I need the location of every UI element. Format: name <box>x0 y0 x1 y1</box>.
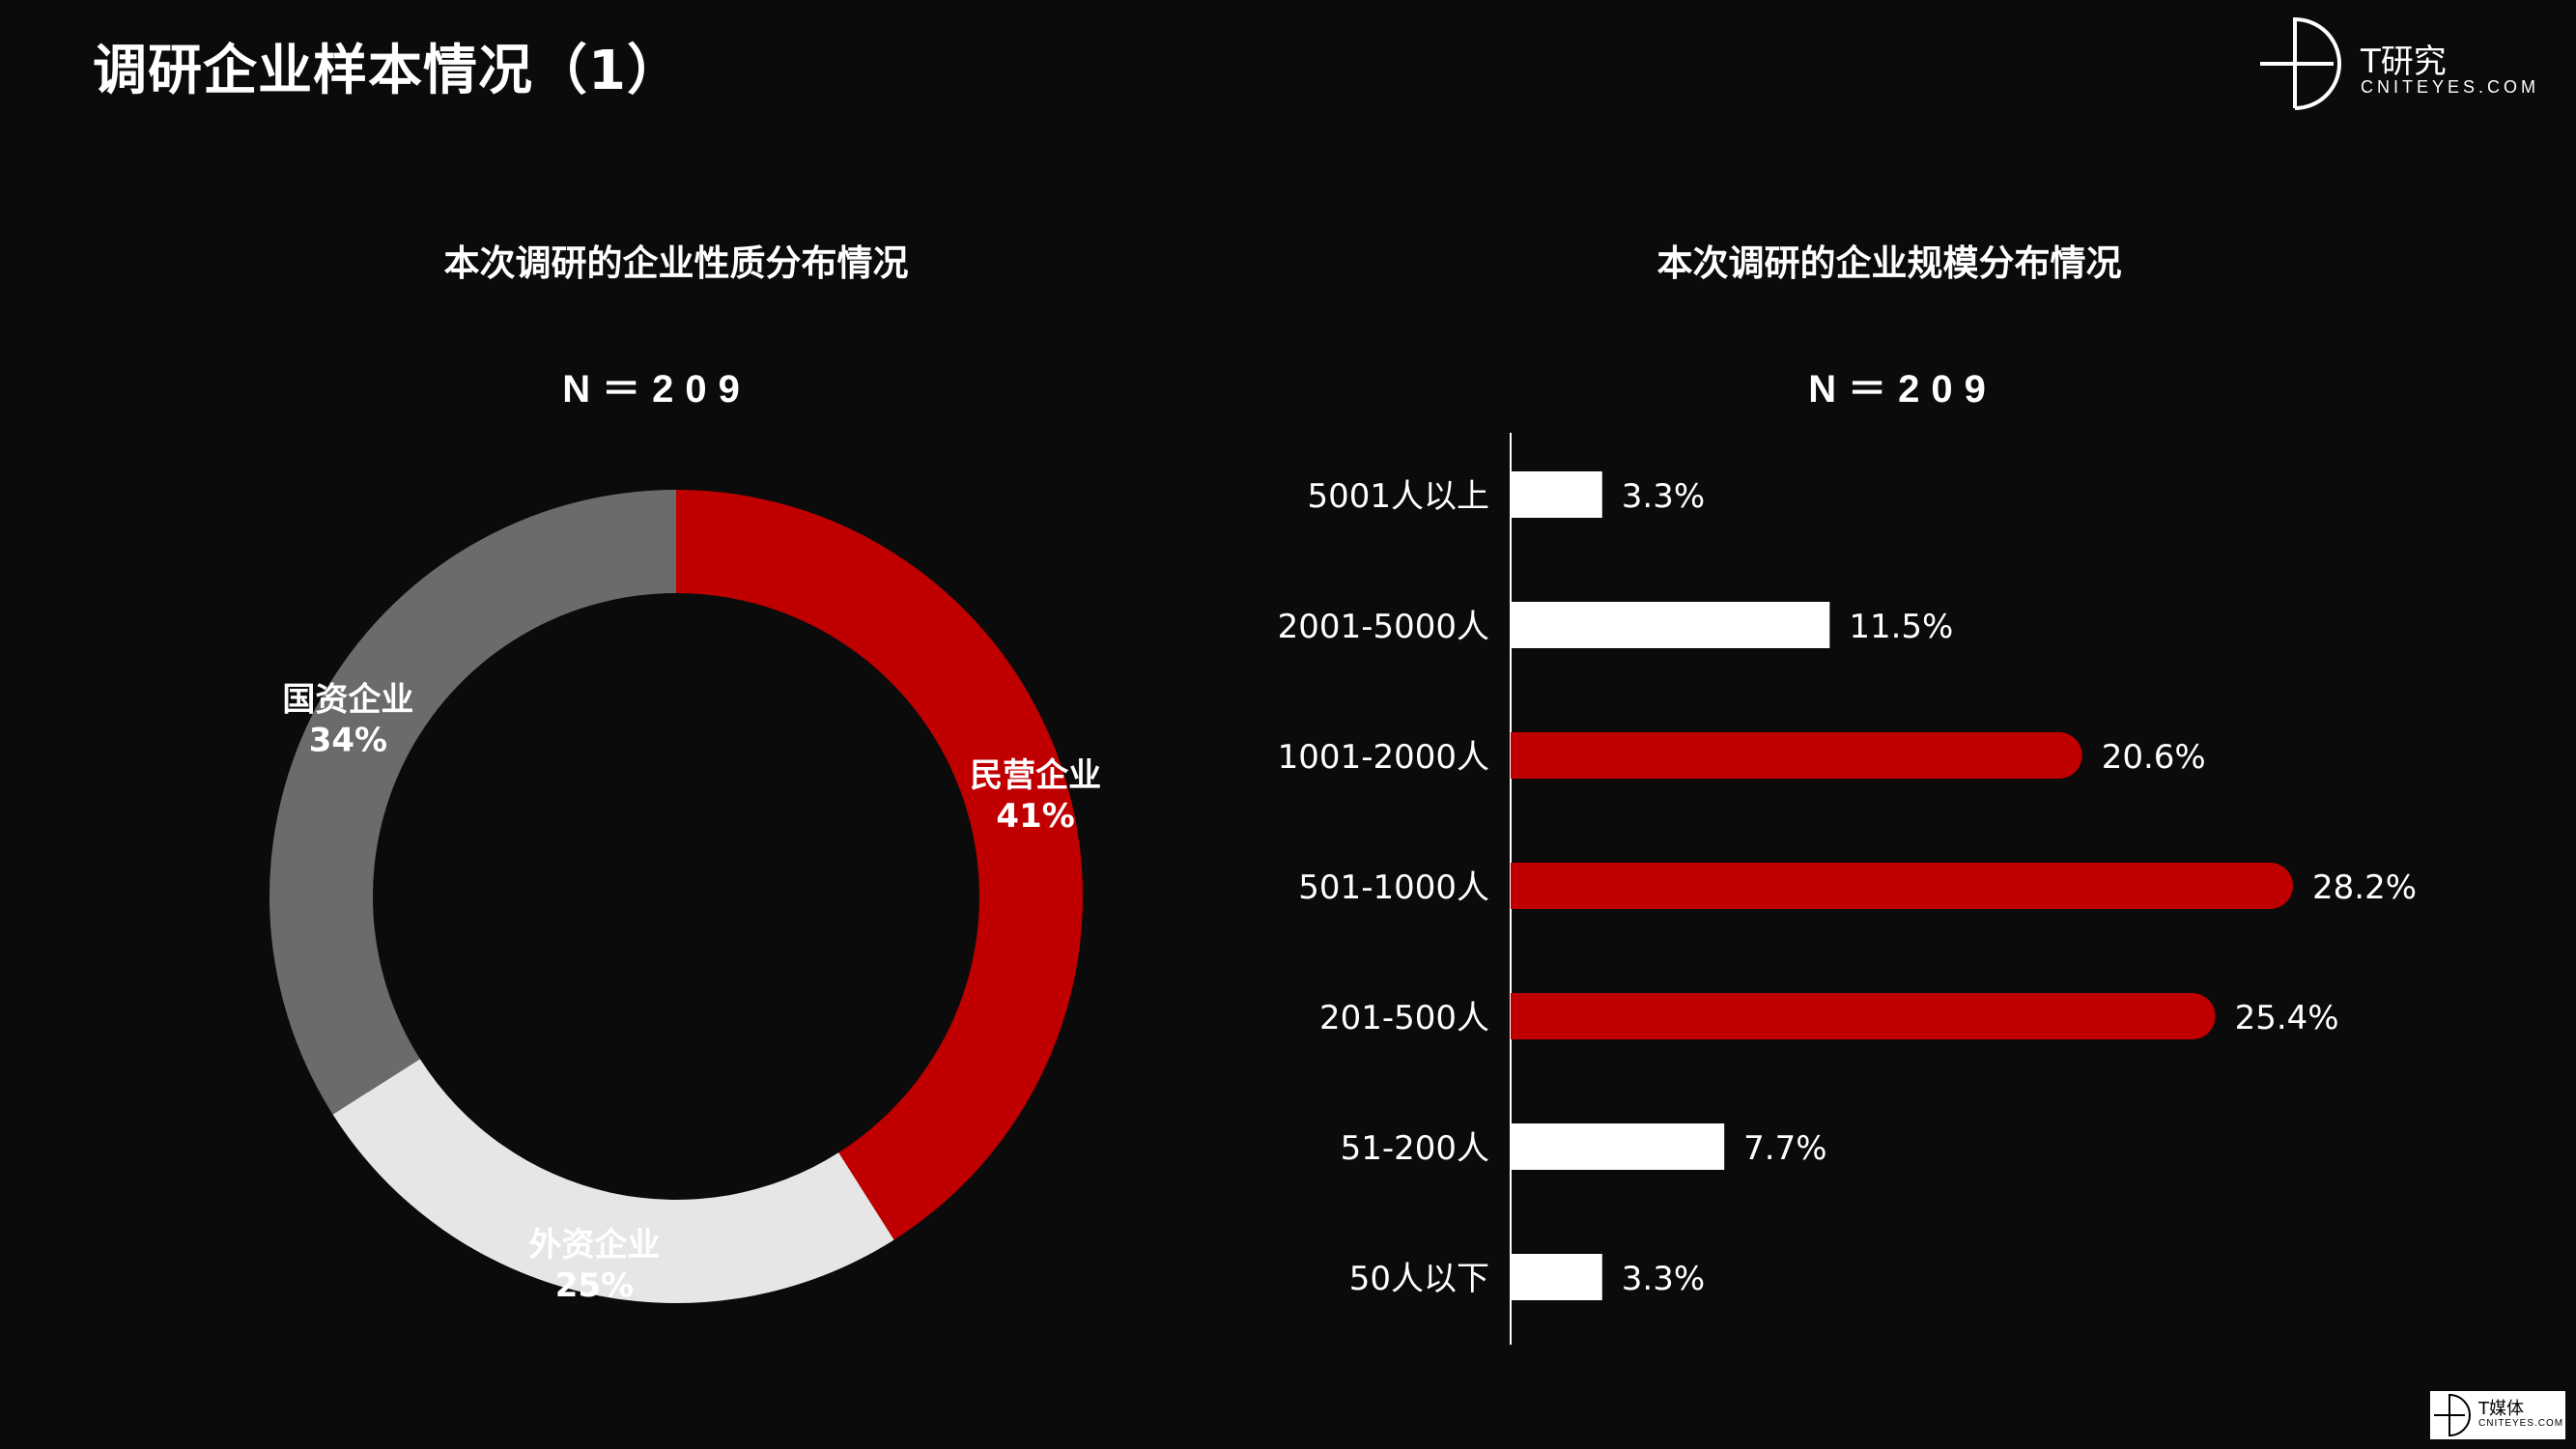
bar-category-label-0: 5001人以上 <box>1307 477 1489 516</box>
donut-slice-label-2: 国资企业 <box>282 680 413 719</box>
donut-slice-label-0: 民营企业 <box>970 756 1101 795</box>
bar-chart-n: N＝209 <box>1808 368 1997 411</box>
donut-slice-value-2: 34% <box>309 721 387 759</box>
donut-slice-value-1: 25% <box>555 1266 634 1305</box>
bar-5 <box>1511 1123 1725 1170</box>
bar-value-label-4: 25.4% <box>2235 999 2339 1037</box>
bar-chart: 5001人以上 3.3% 2001-5000人 11.5% 1001-2000人 20.6… <box>1278 433 2417 1345</box>
bar-4 <box>1511 993 2216 1039</box>
footer-name: T媒体 <box>2478 1399 2524 1419</box>
page-title: 调研企业样本情况（1） <box>93 40 682 102</box>
bar-value-label-1: 11.5% <box>1849 608 1953 646</box>
bar-value-label-3: 28.2% <box>2312 868 2417 907</box>
donut-chart-n: N＝209 <box>562 368 751 411</box>
bar-3 <box>1511 863 2293 909</box>
footer-domain: CNITEYES.COM <box>2478 1418 2564 1429</box>
bar-chart-title: 本次调研的企业规模分布情况 <box>1656 242 2122 284</box>
donut-slice-2 <box>269 490 676 1115</box>
bar-value-label-5: 7.7% <box>1743 1129 1826 1168</box>
bar-2 <box>1511 732 2082 779</box>
bar-value-label-6: 3.3% <box>1622 1260 1705 1298</box>
bar-category-label-5: 51-200人 <box>1341 1129 1489 1168</box>
bar-category-label-1: 2001-5000人 <box>1278 608 1489 646</box>
bar-6 <box>1511 1254 1602 1300</box>
donut-slice-value-0: 41% <box>996 797 1074 836</box>
bar-value-label-2: 20.6% <box>2102 738 2206 777</box>
brand-logo-icon <box>2260 17 2341 110</box>
brand-logo: T研究 CNITEYES.COM <box>2256 15 2536 112</box>
bar-category-label-4: 201-500人 <box>1319 999 1489 1037</box>
bar-value-label-0: 3.3% <box>1622 477 1705 516</box>
bar-category-label-3: 501-1000人 <box>1298 868 1489 907</box>
donut-chart-title: 本次调研的企业性质分布情况 <box>443 242 909 284</box>
footer-logo: T媒体 CNITEYES.COM <box>2430 1391 2565 1439</box>
bar-category-label-2: 1001-2000人 <box>1278 738 1489 777</box>
brand-domain: CNITEYES.COM <box>2361 77 2540 97</box>
bar-category-label-6: 50人以下 <box>1349 1260 1489 1298</box>
bar-1 <box>1511 602 1830 648</box>
footer-logo-icon <box>2434 1394 2471 1436</box>
bar-0 <box>1511 471 1602 518</box>
donut-slice-1 <box>332 1059 894 1303</box>
donut-slice-label-1: 外资企业 <box>528 1226 660 1264</box>
donut-slice-0 <box>676 490 1083 1240</box>
brand-name: T研究 <box>2361 43 2447 81</box>
